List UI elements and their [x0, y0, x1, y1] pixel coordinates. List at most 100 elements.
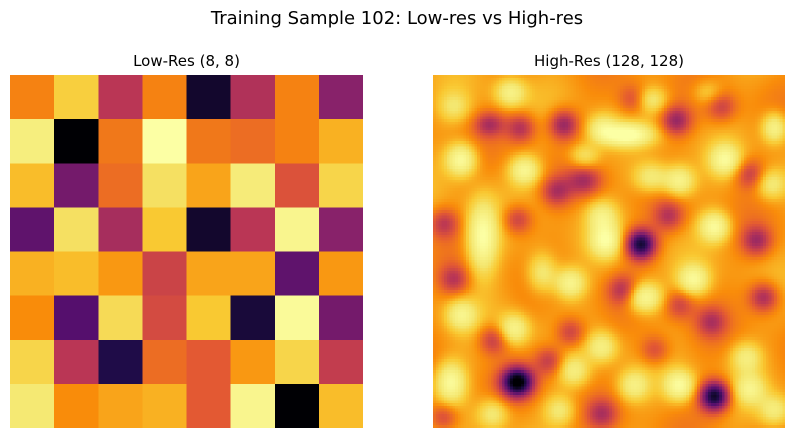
highres-cell	[501, 110, 505, 115]
highres-cell	[716, 138, 720, 142]
highres-cell	[727, 143, 731, 148]
highres-cell	[611, 149, 615, 153]
highres-cell	[479, 179, 483, 183]
highres-cell	[532, 116, 536, 120]
highres-cell	[551, 94, 555, 98]
highres-cell	[523, 127, 527, 131]
highres-cell	[600, 86, 604, 90]
highres-cell	[600, 75, 604, 79]
highres-cell	[713, 121, 717, 126]
highres-cell	[768, 146, 772, 150]
highres-cell	[556, 94, 560, 98]
highres-cell	[697, 171, 701, 175]
highres-cell	[515, 141, 519, 145]
highres-cell	[611, 94, 615, 98]
highres-cell	[482, 179, 486, 183]
highres-cell	[765, 108, 769, 112]
highres-cell	[507, 121, 511, 126]
highres-cell	[603, 146, 607, 150]
highres-cell	[534, 119, 538, 123]
highres-cell	[680, 105, 684, 109]
highres-cell	[757, 143, 761, 148]
highres-cell	[743, 75, 747, 79]
highres-cell	[548, 132, 552, 137]
highres-cell	[562, 113, 566, 117]
highres-cell	[763, 88, 767, 92]
highres-cell	[446, 75, 450, 79]
highres-cell	[688, 80, 692, 84]
highres-cell	[515, 88, 519, 92]
highres-cell	[776, 113, 780, 117]
highres-cell	[584, 166, 588, 170]
highres-cell	[446, 99, 450, 103]
highres-cell	[444, 99, 448, 103]
highres-cell	[650, 152, 654, 156]
highres-cell	[584, 99, 588, 103]
highres-cell	[493, 166, 497, 170]
highres-cell	[455, 138, 459, 142]
highres-cell	[545, 97, 549, 101]
highres-cell	[490, 171, 494, 175]
highres-cell	[510, 166, 514, 170]
highres-cell	[548, 75, 552, 79]
highres-cell	[457, 113, 461, 117]
highres-cell	[732, 102, 736, 106]
highres-cell	[727, 102, 731, 106]
highres-cell	[741, 108, 745, 112]
highres-cell	[600, 135, 604, 139]
highres-cell	[732, 83, 736, 87]
highres-cell	[507, 168, 511, 172]
highres-cell	[551, 179, 555, 183]
highres-cell	[584, 86, 588, 90]
highres-cell	[760, 160, 764, 164]
highres-cell	[551, 154, 555, 159]
highres-cell	[754, 177, 758, 181]
highres-cell	[523, 132, 527, 137]
highres-cell	[435, 127, 439, 131]
highres-cell	[576, 154, 580, 159]
highres-cell	[666, 166, 670, 170]
highres-cell	[782, 163, 785, 167]
highres-cell	[556, 97, 560, 101]
highres-cell	[598, 177, 602, 181]
highres-cell	[471, 75, 475, 79]
highres-cell	[771, 157, 775, 161]
highres-cell	[438, 149, 442, 153]
highres-cell	[551, 127, 555, 131]
highres-cell	[488, 171, 492, 175]
highres-cell	[688, 141, 692, 145]
highres-cell	[617, 102, 621, 106]
highres-cell	[710, 88, 714, 92]
highres-cell	[510, 146, 514, 150]
highres-cell	[512, 108, 516, 112]
highres-cell	[512, 91, 516, 95]
highres-cell	[741, 143, 745, 148]
highres-cell	[592, 97, 596, 101]
highres-cell	[482, 99, 486, 103]
highres-cell	[680, 177, 684, 181]
highres-cell	[752, 157, 756, 161]
highres-cell	[732, 108, 736, 112]
highres-cell	[702, 141, 706, 145]
highres-cell	[705, 102, 709, 106]
highres-cell	[636, 141, 640, 145]
highres-cell	[477, 163, 481, 167]
highres-cell	[664, 141, 668, 145]
highres-cell	[683, 124, 687, 128]
highres-cell	[680, 130, 684, 134]
highres-cell	[644, 75, 648, 79]
highres-cell	[559, 80, 563, 84]
highres-cell	[518, 99, 522, 103]
highres-cell	[642, 132, 646, 137]
highres-cell	[482, 146, 486, 150]
highres-cell	[636, 143, 640, 148]
highres-cell	[730, 75, 734, 79]
highres-cell	[545, 160, 549, 164]
highres-cell	[554, 152, 558, 156]
highres-cell	[697, 97, 701, 101]
highres-cell	[743, 124, 747, 128]
highres-cell	[515, 113, 519, 117]
highres-cell	[611, 97, 615, 101]
highres-cell	[518, 157, 522, 161]
highres-cell	[482, 119, 486, 123]
